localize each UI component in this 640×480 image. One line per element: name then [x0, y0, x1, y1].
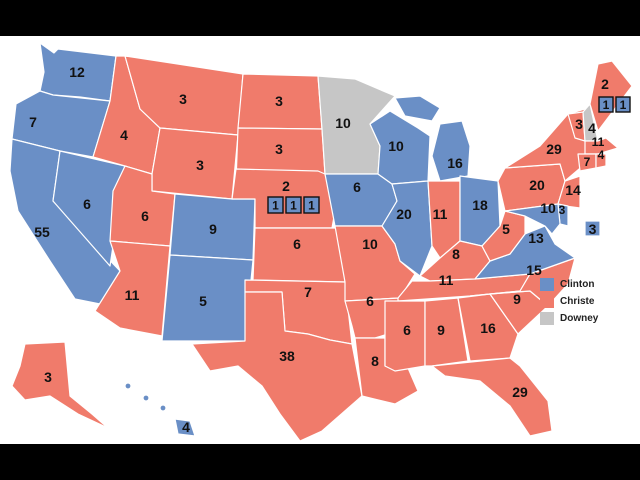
state-fl[interactable] — [431, 357, 553, 437]
ev-label-oh: 18 — [472, 197, 488, 213]
state-hi-island — [124, 382, 132, 390]
ev-label-me: 2 — [601, 76, 609, 92]
ev-label-ne-d2: 1 — [290, 199, 297, 213]
ev-label-ny: 29 — [546, 141, 562, 157]
ev-label-or: 7 — [29, 114, 37, 130]
ev-label-ga: 16 — [480, 320, 496, 336]
ev-label-sc: 9 — [513, 291, 521, 307]
ev-label-ne-d1: 1 — [272, 199, 279, 213]
ev-label-ok: 7 — [304, 284, 312, 300]
state-wy[interactable] — [151, 127, 239, 200]
state-mi-up[interactable] — [394, 95, 441, 122]
ev-label-la: 8 — [371, 353, 379, 369]
me-district-2-box — [615, 96, 631, 113]
state-ri[interactable] — [595, 153, 607, 169]
ev-label-hi: 4 — [182, 419, 190, 435]
ne-district-2-box — [285, 196, 302, 214]
legend: Clinton Christe Downey — [540, 276, 598, 327]
state-ak — [11, 341, 109, 429]
ev-label-ms: 6 — [403, 322, 411, 338]
ev-label-tx: 38 — [279, 348, 295, 364]
ev-label-nj: 14 — [565, 182, 581, 198]
ev-label-va: 13 — [528, 230, 544, 246]
me-district-boxes: 1 1 — [598, 96, 631, 113]
ev-label-ks: 6 — [293, 236, 301, 252]
us-map-svg: 12 7 55 6 4 3 3 6 11 9 5 3 3 2 1 1 1 6 7… — [9, 42, 633, 442]
ev-label-mn: 10 — [335, 115, 351, 131]
ev-label-ca: 55 — [34, 224, 50, 240]
state-nv[interactable] — [52, 150, 126, 267]
ev-label-ct: 7 — [584, 155, 591, 169]
ev-label-fl: 29 — [512, 384, 528, 400]
state-hi-island — [159, 404, 167, 412]
ev-label-ne-d3: 1 — [308, 199, 315, 213]
ev-label-wv: 5 — [502, 221, 510, 237]
ev-label-ia: 6 — [353, 179, 361, 195]
ev-label-nv: 6 — [83, 196, 91, 212]
ev-label-ma: 11 — [592, 135, 605, 149]
ev-label-az: 11 — [125, 287, 140, 303]
legend-swatch-christe — [540, 295, 554, 308]
ev-label-me-d1: 1 — [603, 98, 610, 112]
state-al[interactable] — [424, 297, 469, 367]
state-nm[interactable] — [161, 254, 254, 342]
legend-swatch-clinton — [540, 278, 554, 291]
ev-label-wa: 12 — [69, 64, 85, 80]
ne-district-1-box — [267, 196, 284, 214]
ev-label-wy: 3 — [196, 157, 204, 173]
legend-label-christe: Christe — [560, 296, 595, 307]
ev-label-vt: 3 — [575, 116, 583, 132]
legend-label-clinton: Clinton — [560, 279, 595, 290]
state-co[interactable] — [169, 193, 256, 261]
electoral-map: 12 7 55 6 4 3 3 6 11 9 5 3 3 2 1 1 1 6 7… — [0, 36, 640, 444]
ev-label-ri: 4 — [598, 148, 605, 162]
ev-label-mi: 16 — [447, 155, 463, 171]
ev-label-nd: 3 — [275, 93, 283, 109]
legend-label-downey: Downey — [560, 313, 599, 324]
state-hi — [174, 418, 196, 437]
ev-label-ut: 6 — [141, 208, 149, 224]
ev-label-mt: 3 — [179, 91, 187, 107]
ev-label-co: 9 — [209, 221, 217, 237]
state-hi-island — [142, 394, 150, 402]
state-dc[interactable] — [584, 220, 601, 237]
me-district-1-box — [598, 96, 614, 113]
ev-label-al: 9 — [437, 322, 445, 338]
ev-label-sd: 3 — [275, 141, 283, 157]
legend-item-clinton: Clinton — [540, 276, 598, 293]
ev-label-md: 10 — [540, 200, 556, 216]
state-az[interactable] — [94, 240, 171, 337]
ev-label-in: 11 — [433, 206, 448, 222]
state-nc[interactable] — [469, 257, 576, 307]
ev-label-dc: 3 — [589, 221, 597, 237]
ev-label-me-d2: 1 — [620, 98, 627, 112]
legend-item-downey: Downey — [540, 310, 598, 327]
ev-label-il: 20 — [396, 206, 412, 222]
ev-label-pa: 20 — [529, 177, 545, 193]
ev-label-nh: 4 — [588, 120, 596, 136]
ne-district-boxes: 1 1 1 — [267, 196, 320, 214]
ev-label-ar: 6 — [366, 293, 374, 309]
legend-swatch-downey — [540, 312, 554, 325]
state-me[interactable] — [589, 60, 633, 132]
state-ms[interactable] — [384, 300, 426, 372]
ne-district-3-box — [303, 196, 320, 214]
ev-label-tn: 11 — [439, 272, 454, 288]
ev-label-mo: 10 — [362, 236, 378, 252]
ev-label-ky: 8 — [452, 246, 460, 262]
state-tx[interactable] — [191, 291, 363, 442]
ev-label-nc: 15 — [526, 262, 542, 278]
state-md[interactable] — [504, 203, 561, 235]
ev-label-id: 4 — [120, 127, 128, 143]
ev-label-ne: 2 — [282, 178, 290, 194]
state-nj[interactable] — [557, 175, 581, 209]
ev-label-wi: 10 — [388, 138, 404, 154]
state-wv[interactable] — [481, 210, 526, 262]
state-or[interactable] — [11, 90, 111, 158]
state-mi[interactable] — [431, 120, 471, 182]
ev-label-ak: 3 — [44, 369, 52, 385]
ev-label-nm: 5 — [199, 293, 207, 309]
ev-label-de: 3 — [559, 203, 566, 217]
legend-item-christe: Christe — [540, 293, 598, 310]
